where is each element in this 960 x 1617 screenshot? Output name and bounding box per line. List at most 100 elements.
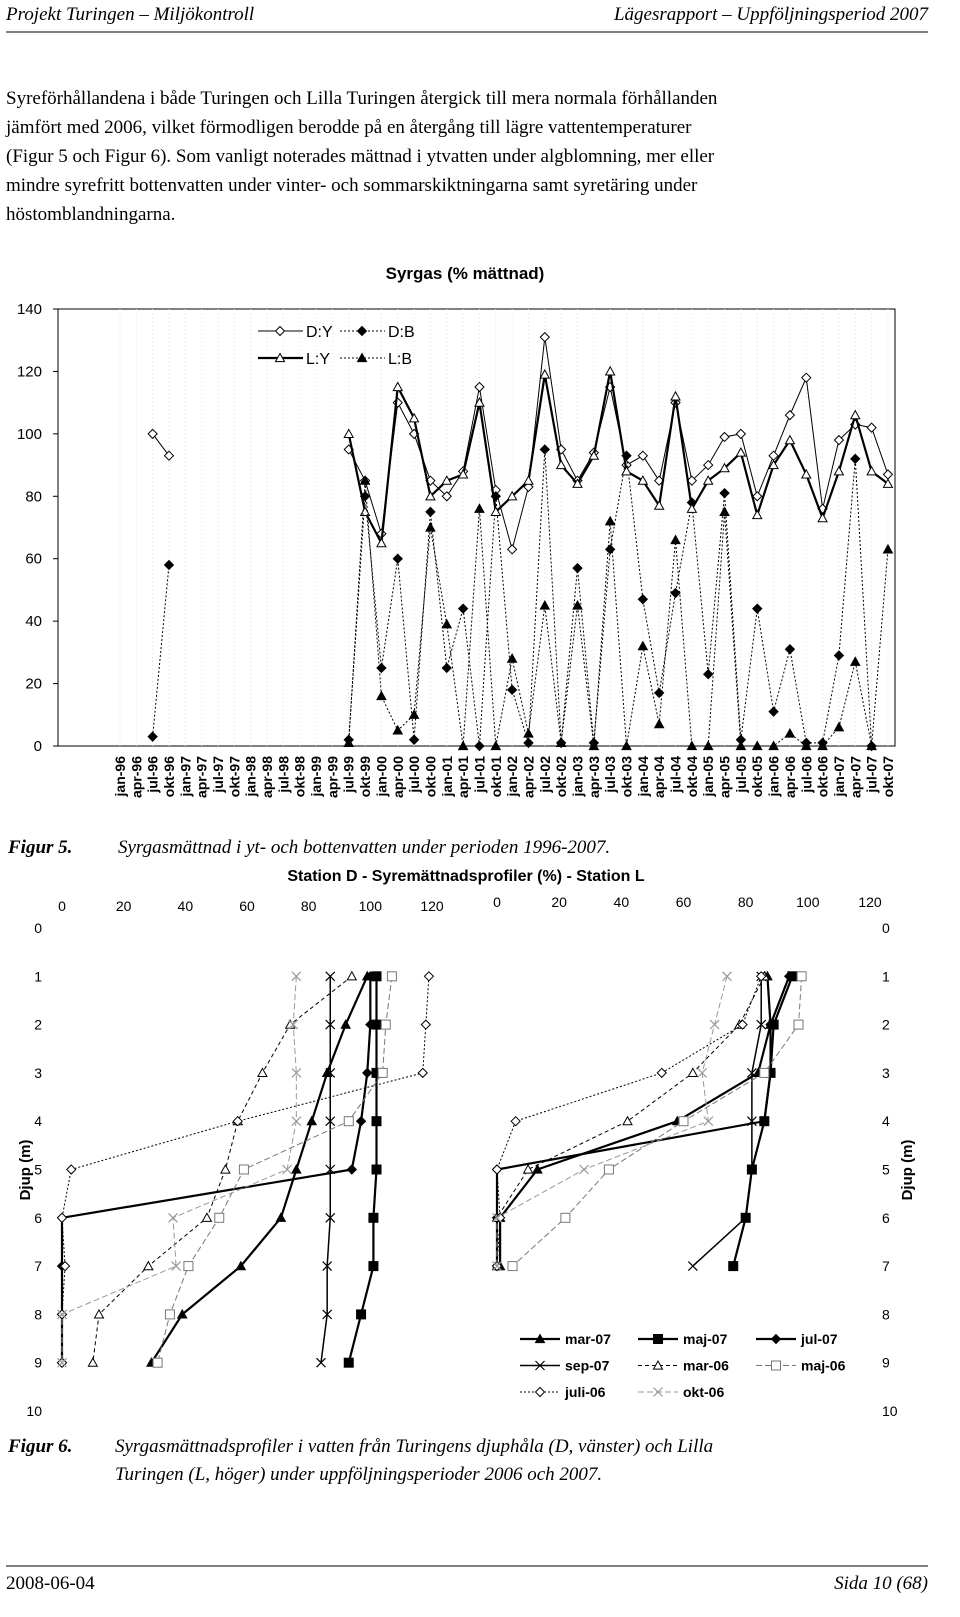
x-tick-label: 0 bbox=[58, 898, 66, 914]
marker-square bbox=[356, 1309, 367, 1320]
marker-diamond bbox=[768, 706, 779, 717]
marker-x bbox=[687, 1261, 698, 1272]
marker-triangle bbox=[523, 727, 534, 738]
marker-triangle bbox=[751, 740, 763, 751]
marker-x bbox=[653, 1387, 663, 1397]
marker-triangle bbox=[882, 478, 894, 488]
marker-triangle bbox=[376, 690, 387, 701]
marker-diamond bbox=[637, 450, 649, 461]
x-tick-label: 100 bbox=[359, 898, 383, 914]
marker-diamond bbox=[408, 734, 420, 745]
marker-diamond bbox=[365, 971, 376, 982]
marker-diamond bbox=[866, 422, 877, 433]
marker-x bbox=[703, 1116, 714, 1127]
marker-diamond bbox=[494, 1212, 506, 1224]
x-tick-label: apr-99 bbox=[324, 756, 340, 798]
marker-square bbox=[796, 971, 807, 982]
marker-x bbox=[57, 1309, 67, 1320]
series-line bbox=[348, 449, 873, 747]
marker-diamond bbox=[534, 1386, 546, 1398]
x-tick-label: apr-06 bbox=[782, 756, 798, 798]
marker-diamond bbox=[784, 644, 796, 655]
marker-diamond bbox=[637, 594, 649, 605]
marker-triangle bbox=[441, 618, 453, 629]
marker-diamond bbox=[59, 1260, 71, 1272]
x-tick-label: okt-97 bbox=[226, 756, 242, 797]
legend-label: maj-06 bbox=[801, 1358, 846, 1374]
marker-diamond bbox=[801, 372, 812, 383]
y-tick-label: 0 bbox=[34, 920, 42, 936]
x-tick-label: jan-05 bbox=[700, 756, 716, 798]
marker-triangle bbox=[457, 468, 469, 479]
x-tick-label: jan-98 bbox=[243, 756, 259, 798]
marker-x bbox=[325, 1067, 336, 1078]
footer-right: Sida 10 (68) bbox=[834, 1573, 928, 1594]
marker-triangle bbox=[343, 428, 355, 438]
y-tick-label: 5 bbox=[34, 1162, 42, 1178]
marker-square bbox=[603, 1164, 614, 1175]
marker-triangle bbox=[142, 1260, 154, 1271]
paragraph-line: (Figur 5 och Figur 6). Som vanligt noter… bbox=[6, 146, 715, 167]
marker-x bbox=[291, 1116, 302, 1127]
x-tick-label: jan-07 bbox=[831, 756, 847, 798]
marker-triangle bbox=[735, 447, 747, 457]
y-tick-label: 100 bbox=[17, 426, 42, 443]
marker-triangle bbox=[356, 352, 368, 363]
x-tick-label: 40 bbox=[178, 898, 194, 914]
marker-x bbox=[291, 1067, 302, 1078]
x-tick-label: jan-04 bbox=[635, 756, 651, 798]
marker-x bbox=[316, 1357, 326, 1368]
y-tick-label: 60 bbox=[25, 551, 42, 568]
x-tick-label: jul-97 bbox=[210, 756, 226, 794]
x-tick-label: 120 bbox=[858, 894, 882, 910]
x-tick-label: jan-99 bbox=[308, 756, 324, 798]
marker-triangle bbox=[441, 475, 453, 485]
marker-diamond bbox=[420, 1019, 432, 1030]
marker-diamond bbox=[147, 428, 158, 440]
x-tick-label: 60 bbox=[676, 894, 692, 910]
marker-x bbox=[325, 971, 336, 982]
marker-x bbox=[322, 1309, 333, 1320]
series-line bbox=[348, 337, 889, 552]
marker-square bbox=[377, 1067, 388, 1078]
marker-diamond bbox=[719, 431, 730, 443]
x-tick-label: jul-02 bbox=[537, 756, 553, 794]
x-tick-label: okt-99 bbox=[357, 756, 373, 797]
marker-triangle bbox=[376, 537, 387, 548]
x-tick-label: apr-01 bbox=[455, 756, 471, 798]
marker-diamond bbox=[392, 397, 403, 408]
marker-triangle bbox=[588, 450, 600, 460]
marker-square bbox=[507, 1261, 518, 1272]
marker-triangle bbox=[201, 1212, 213, 1222]
marker-diamond bbox=[441, 662, 452, 674]
y-axis-label: Djup (m) bbox=[899, 1140, 916, 1201]
marker-triangle bbox=[849, 409, 861, 420]
x-tick-label: 40 bbox=[614, 894, 630, 910]
x-tick-label: apr-02 bbox=[520, 756, 536, 798]
series-line bbox=[347, 371, 889, 547]
marker-square bbox=[238, 1164, 249, 1175]
marker-triangle bbox=[539, 369, 551, 379]
marker-triangle bbox=[506, 490, 518, 501]
marker-diamond bbox=[686, 475, 698, 486]
x-tick-label: okt-96 bbox=[161, 756, 177, 797]
figure5-caption: Syrgasmättnad i yt- och bottenvatten und… bbox=[118, 837, 610, 858]
marker-x bbox=[288, 1019, 299, 1030]
marker-triangle bbox=[637, 475, 649, 485]
marker-diamond bbox=[441, 491, 452, 502]
figure5-label: Figur 5. bbox=[7, 837, 72, 858]
marker-triangle bbox=[833, 465, 845, 476]
marker-triangle bbox=[340, 1019, 352, 1029]
marker-diamond bbox=[833, 434, 845, 446]
marker-square bbox=[152, 1357, 163, 1368]
marker-diamond bbox=[670, 587, 681, 599]
paragraph-line: höstomblandningarna. bbox=[6, 204, 175, 225]
marker-x bbox=[492, 1212, 502, 1223]
marker-diamond bbox=[604, 544, 616, 555]
y-tick-label: 4 bbox=[882, 1113, 890, 1129]
marker-square bbox=[759, 1067, 770, 1078]
marker-x bbox=[535, 1360, 545, 1371]
marker-triangle bbox=[768, 740, 779, 751]
marker-triangle bbox=[290, 1163, 302, 1174]
y-tick-label: 1 bbox=[34, 968, 42, 984]
